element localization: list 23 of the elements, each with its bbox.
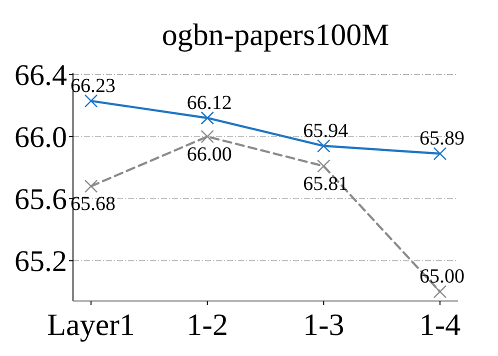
point [200, 111, 214, 125]
x-tick-label: Layer1 [47, 307, 135, 342]
data-label: 65.00 [419, 266, 464, 288]
y-tick-label: 66.0 [14, 121, 67, 154]
point [317, 139, 330, 153]
y-tick-label: 65.6 [14, 183, 67, 216]
data-label: 66.12 [186, 92, 232, 114]
data-label: 65.94 [303, 120, 348, 142]
chart-title: ogbn-papers100M [162, 17, 390, 52]
point [433, 285, 447, 298]
data-label: 66.00 [186, 144, 232, 166]
x-tick-label: 1-3 [302, 307, 344, 342]
point [317, 159, 330, 173]
x-tick-label: 1-4 [419, 307, 462, 342]
point [200, 130, 214, 144]
point [433, 147, 447, 160]
y-tick-label: 66.4 [14, 59, 67, 92]
point [84, 94, 98, 108]
y-tick-label: 65.2 [14, 245, 67, 278]
data-label: 65.81 [303, 173, 348, 196]
x-tick-label: 1-2 [186, 307, 228, 342]
point [84, 180, 98, 193]
data-label: 65.89 [419, 128, 464, 150]
